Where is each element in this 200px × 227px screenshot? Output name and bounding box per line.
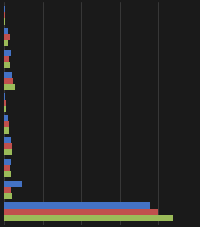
Bar	[4, 149, 12, 155]
Bar	[4, 18, 5, 25]
Bar	[4, 50, 11, 56]
Bar	[4, 202, 149, 209]
Bar	[4, 127, 9, 133]
Bar	[4, 106, 6, 112]
Bar	[4, 193, 12, 199]
Bar	[4, 84, 15, 90]
Bar	[4, 100, 6, 106]
Bar	[4, 94, 5, 100]
Bar	[4, 72, 12, 78]
Bar	[4, 6, 5, 12]
Bar	[4, 159, 11, 165]
Bar	[4, 28, 8, 34]
Bar	[4, 121, 9, 127]
Bar	[4, 62, 10, 68]
Bar	[4, 181, 22, 187]
Bar	[4, 78, 13, 84]
Bar	[4, 209, 158, 215]
Bar	[4, 40, 8, 46]
Bar	[4, 34, 10, 40]
Bar	[4, 143, 12, 149]
Bar	[4, 165, 10, 171]
Bar	[4, 215, 172, 221]
Bar	[4, 56, 9, 62]
Bar	[4, 187, 11, 193]
Bar	[4, 171, 11, 177]
Bar	[4, 137, 11, 143]
Bar	[4, 12, 5, 18]
Bar	[4, 115, 8, 121]
